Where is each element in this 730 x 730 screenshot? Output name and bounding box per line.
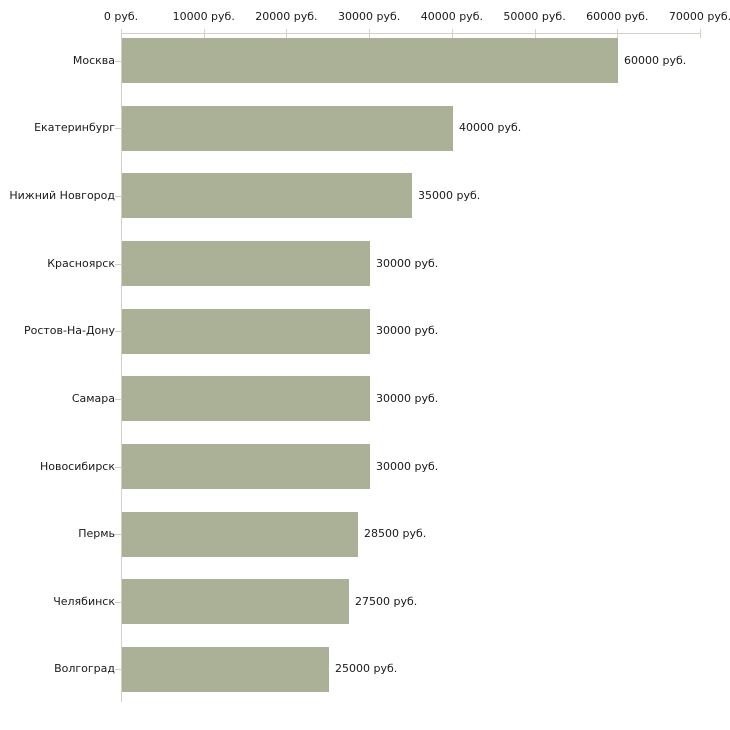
category-tick-mark [115, 331, 121, 333]
category-tick-mark [115, 128, 121, 130]
category-tick-mark [115, 534, 121, 536]
category-label: Пермь [78, 527, 115, 541]
value-label: 28500 руб. [364, 527, 427, 541]
value-label: 30000 руб. [376, 324, 439, 338]
x-axis-tick-label: 30000 руб. [338, 10, 401, 23]
category-label: Нижний Новгород [9, 188, 115, 202]
category-label: Ростов-На-Дону [23, 324, 115, 338]
bar [122, 511, 358, 557]
bar [122, 444, 370, 489]
value-label: 25000 руб. [335, 662, 398, 676]
x-axis-tick-label: 10000 руб. [172, 10, 235, 23]
bar [122, 646, 329, 692]
x-axis-tick-label: 40000 руб. [420, 10, 483, 23]
category-tick-mark [115, 195, 121, 197]
bar [122, 579, 349, 625]
x-axis-tick-label: 70000 руб. [668, 10, 730, 23]
category-tick-mark [115, 60, 121, 62]
value-label: 30000 руб. [376, 391, 439, 405]
y-axis-line [121, 33, 122, 702]
bar [122, 105, 453, 151]
value-label: 27500 руб. [355, 594, 418, 608]
bar [122, 38, 618, 84]
bar [122, 173, 412, 219]
category-tick-mark [115, 669, 121, 671]
value-label: 60000 руб. [624, 53, 687, 67]
bar [122, 308, 370, 354]
value-label: 30000 руб. [376, 256, 439, 270]
category-tick-mark [115, 466, 121, 468]
category-label: Самара [71, 391, 115, 405]
x-axis-tick-label: 60000 руб. [586, 10, 649, 23]
category-label: Волгоград [54, 662, 115, 676]
bar [122, 241, 370, 287]
value-label: 30000 руб. [376, 459, 439, 473]
category-label: Москва [72, 53, 115, 67]
category-label: Челябинск [53, 594, 115, 608]
category-tick-mark [115, 398, 121, 400]
bar [122, 376, 370, 422]
x-axis-tick-label: 0 руб. [103, 10, 139, 23]
x-axis-line [121, 33, 701, 34]
x-axis-tick-label: 20000 руб. [255, 10, 318, 23]
category-label: Новосибирск [39, 459, 115, 473]
value-label: 35000 руб. [418, 188, 481, 202]
x-axis-tick-label: 50000 руб. [503, 10, 566, 23]
category-tick-mark [115, 601, 121, 603]
category-label: Екатеринбург [34, 121, 115, 135]
category-label: Красноярск [47, 256, 115, 270]
category-tick-mark [115, 263, 121, 265]
value-label: 40000 руб. [459, 121, 522, 135]
